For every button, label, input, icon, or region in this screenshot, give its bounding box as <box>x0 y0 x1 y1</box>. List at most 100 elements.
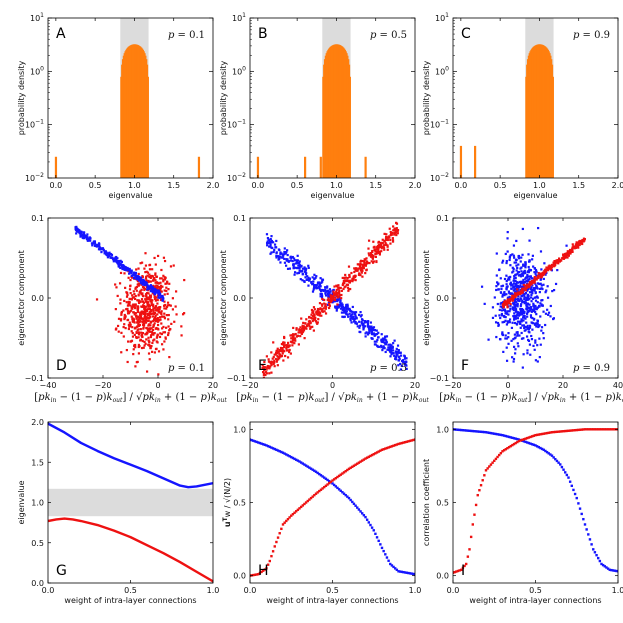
data-point <box>144 281 147 284</box>
data-point <box>505 287 508 290</box>
data-point <box>337 291 341 294</box>
data-point <box>567 254 570 257</box>
data-point <box>536 276 539 279</box>
data-point <box>542 332 545 335</box>
data-point <box>151 312 155 315</box>
x-tick-label: −20 <box>242 381 259 390</box>
data-point <box>156 254 160 258</box>
data-point <box>351 310 354 313</box>
data-point <box>493 432 496 435</box>
data-point <box>134 271 138 275</box>
data-point <box>514 441 517 445</box>
data-point <box>84 236 87 239</box>
data-point <box>523 302 526 305</box>
data-point <box>530 334 533 338</box>
data-point <box>390 350 393 353</box>
data-point <box>323 476 326 479</box>
data-point <box>495 274 498 277</box>
data-point <box>323 302 326 305</box>
data-point <box>281 347 284 350</box>
data-point <box>319 292 322 296</box>
data-point <box>341 303 344 306</box>
data-point <box>275 256 278 259</box>
data-point <box>455 428 458 431</box>
data-point <box>526 289 529 292</box>
y-tick-label: −0.1 <box>227 374 246 383</box>
y-axis-label: eigenvector component <box>219 250 228 345</box>
data-point <box>148 305 151 308</box>
data-point <box>516 331 519 334</box>
data-point <box>546 285 549 288</box>
data-point <box>517 438 521 441</box>
data-point <box>400 441 403 445</box>
data-point <box>403 357 407 360</box>
data-point <box>353 319 356 322</box>
data-point <box>565 252 568 255</box>
data-point <box>143 306 146 310</box>
data-point <box>517 288 520 291</box>
data-point <box>397 355 401 358</box>
data-point <box>573 492 577 496</box>
data-point <box>130 274 133 278</box>
data-point <box>328 295 331 299</box>
histogram-bar <box>143 51 145 178</box>
data-point <box>499 433 503 437</box>
data-point <box>517 292 520 296</box>
data-point <box>501 450 504 453</box>
data-point <box>512 442 516 446</box>
outlier-spike <box>54 156 58 178</box>
data-point <box>339 299 342 302</box>
data-point <box>290 334 293 337</box>
data-point <box>318 287 321 290</box>
data-point <box>273 447 276 451</box>
data-point <box>510 292 513 295</box>
data-point <box>159 316 162 319</box>
data-point <box>369 253 373 257</box>
data-point <box>412 438 415 442</box>
data-point <box>127 303 130 306</box>
data-point <box>151 286 154 289</box>
data-point <box>507 336 510 339</box>
data-point <box>501 284 505 287</box>
data-point <box>133 303 136 306</box>
panel-f: −20 0 20 40−0.10.00.1p = 0.9F[pkin − (1 − p… <box>422 214 623 404</box>
data-point <box>516 440 519 444</box>
data-point <box>95 298 99 301</box>
data-point <box>540 272 543 275</box>
data-point <box>312 329 315 332</box>
data-point <box>542 277 545 281</box>
data-point <box>267 366 271 370</box>
data-point <box>139 262 142 265</box>
data-point <box>315 284 318 287</box>
y-tick-label: 10−2 <box>25 172 44 183</box>
data-point <box>362 322 365 325</box>
data-point <box>138 323 142 327</box>
data-point <box>296 254 299 257</box>
data-point <box>523 293 526 296</box>
data-point <box>158 307 161 311</box>
data-point <box>142 278 145 281</box>
data-point <box>250 438 253 442</box>
data-point <box>126 293 129 297</box>
data-point <box>144 298 147 301</box>
data-point <box>268 245 271 248</box>
data-point <box>159 332 162 335</box>
data-point <box>369 523 372 527</box>
data-point <box>313 315 316 318</box>
data-point <box>528 239 531 242</box>
data-point <box>322 307 325 310</box>
histogram-bar <box>121 64 123 178</box>
data-point <box>140 283 143 286</box>
data-point <box>135 274 138 278</box>
data-point <box>352 320 356 323</box>
data-point <box>527 284 530 287</box>
data-point <box>535 270 538 273</box>
data-point <box>157 319 161 322</box>
data-point <box>526 284 529 288</box>
data-point <box>362 514 366 517</box>
data-point <box>127 276 130 279</box>
axes-frame <box>47 217 214 379</box>
data-point <box>380 339 383 342</box>
data-point <box>389 562 392 566</box>
data-point <box>117 317 121 320</box>
